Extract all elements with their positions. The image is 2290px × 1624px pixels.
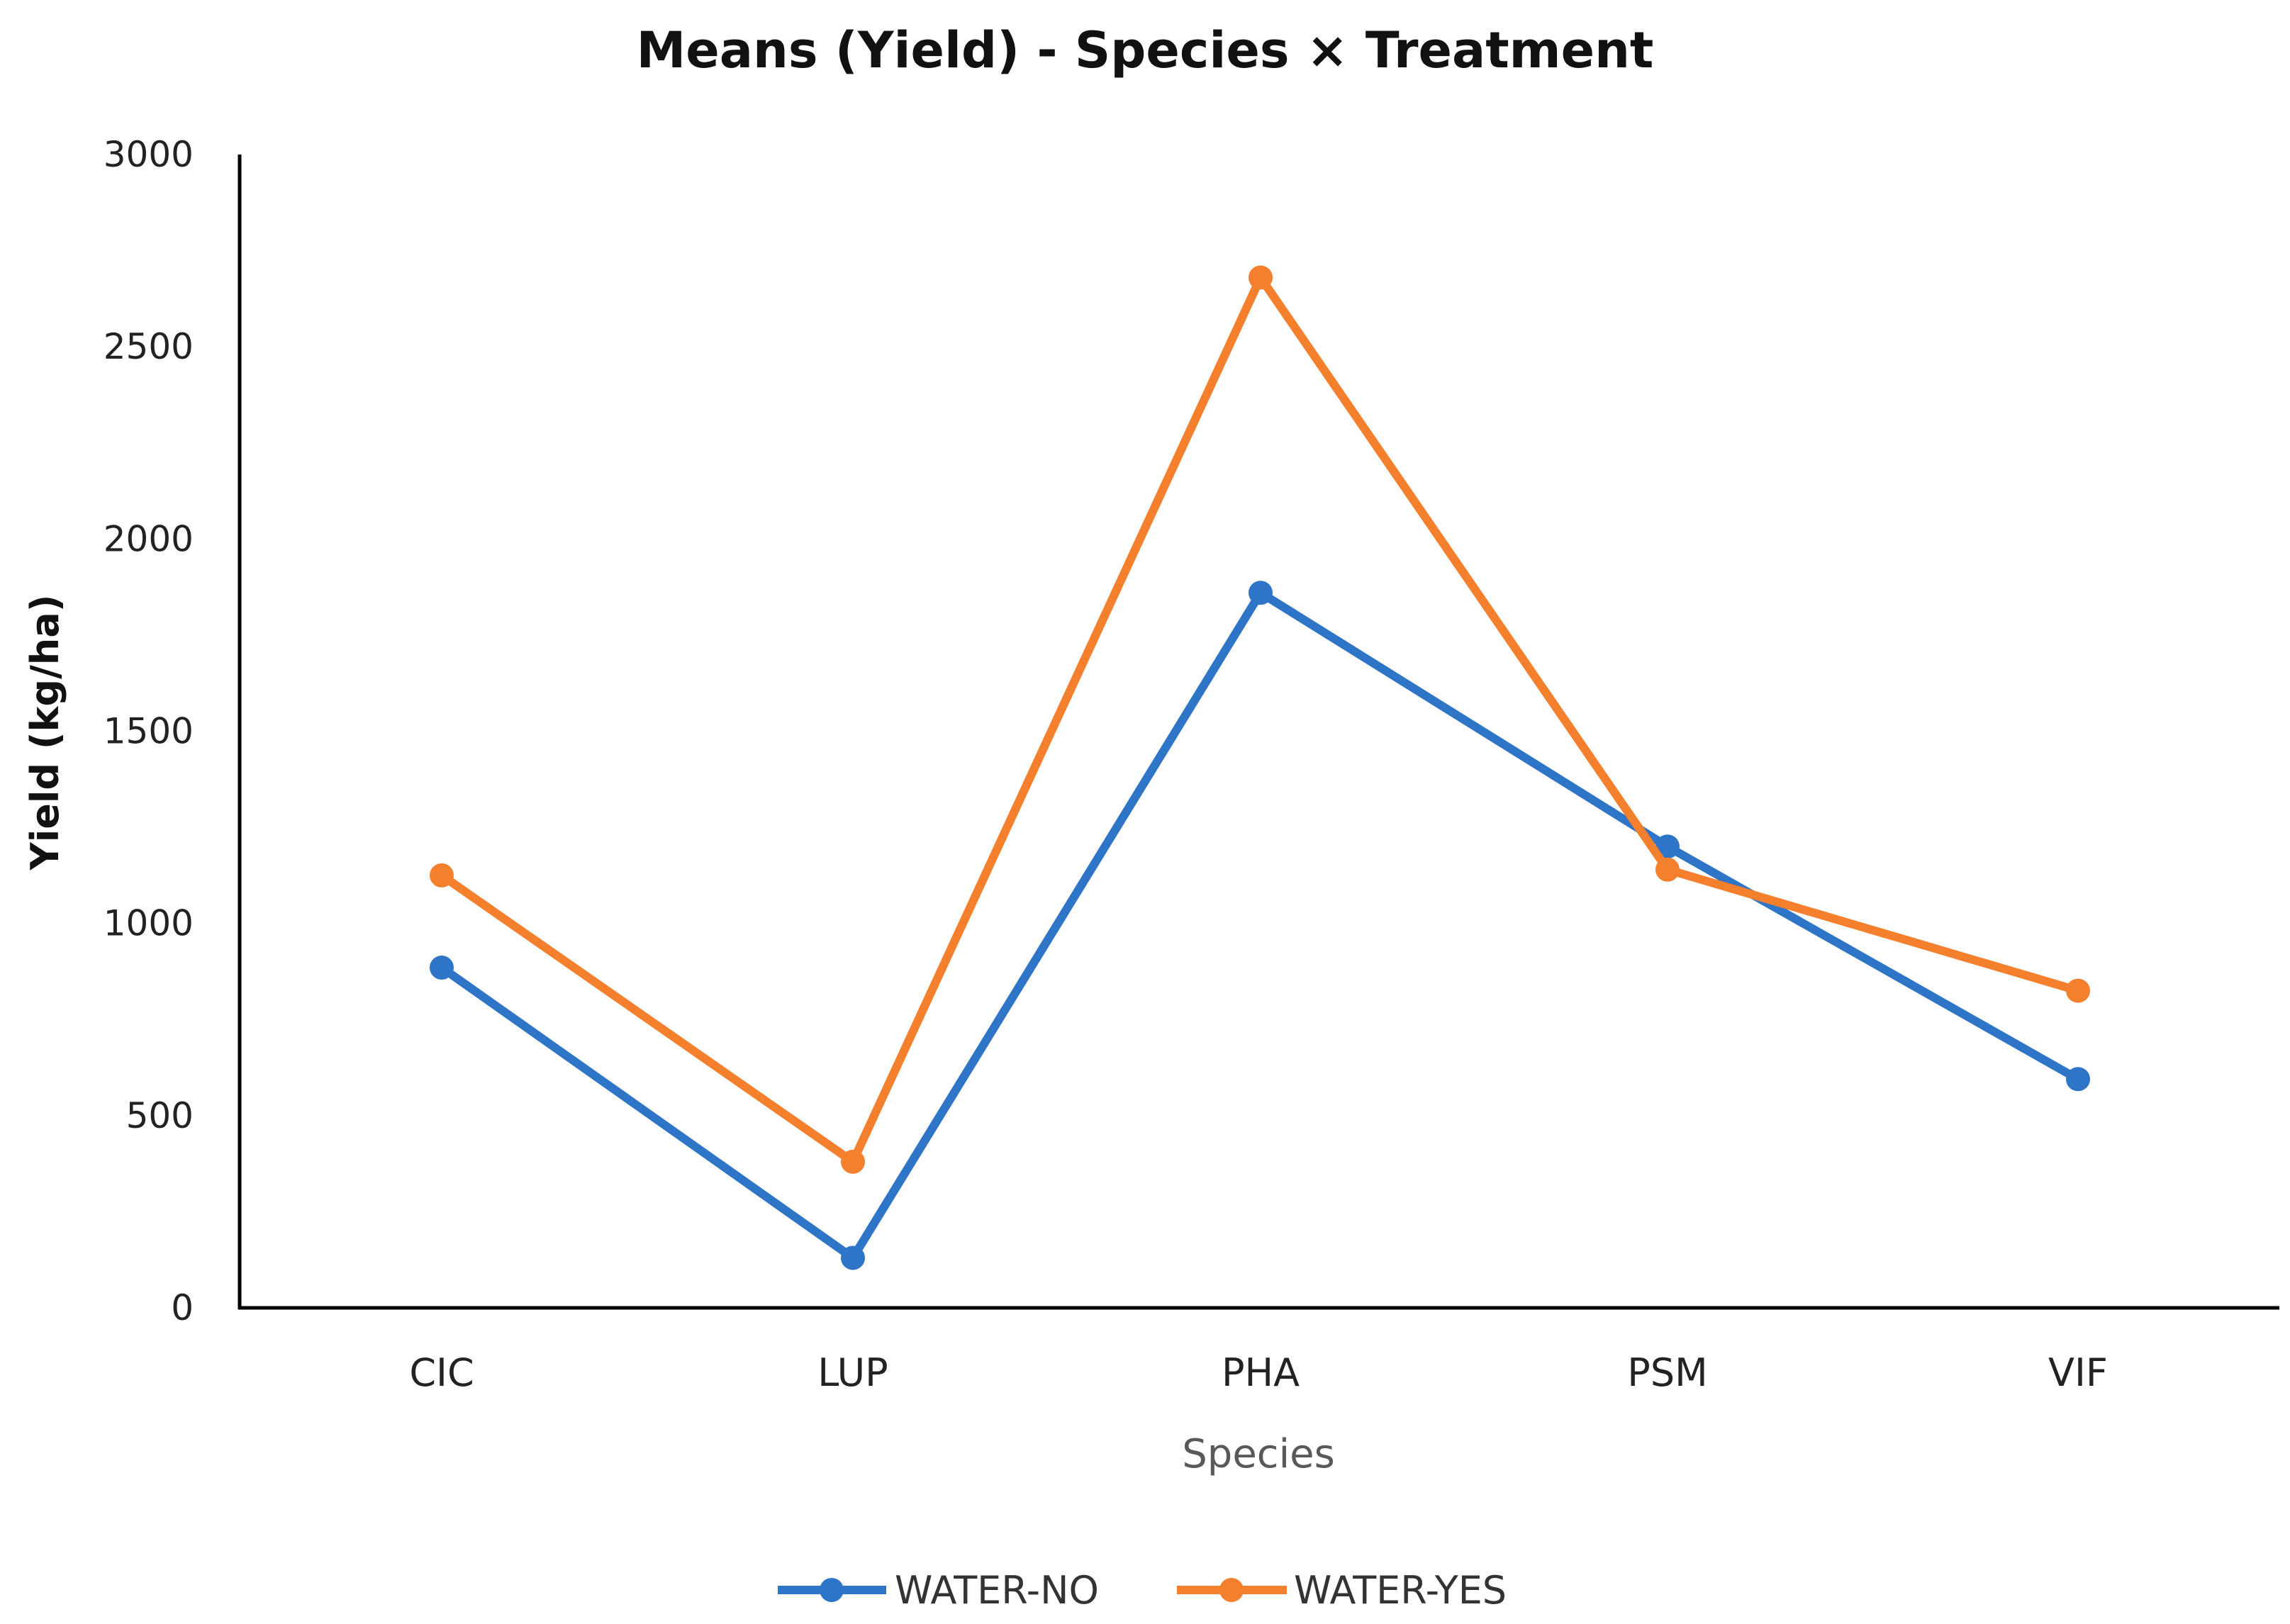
y-tick-label: 2500 — [104, 326, 194, 367]
y-tick-label: 2000 — [104, 518, 194, 559]
data-point-water-yes-cic — [430, 863, 454, 887]
series-line-water-no — [437, 588, 2082, 1262]
chart-title: Means (Yield) - Species × Treatment — [637, 21, 1654, 79]
data-point-water-yes-lup — [841, 1149, 865, 1174]
series-layer — [430, 265, 2090, 1270]
y-tick-label: 3000 — [104, 134, 194, 175]
x-tick-label-psm: PSM — [1627, 1350, 1707, 1395]
data-point-water-no-vif — [2066, 1067, 2090, 1092]
data-point-water-no-lup — [841, 1245, 865, 1270]
data-point-water-no-cic — [430, 956, 454, 980]
x-tick-label-cic: CIC — [409, 1350, 474, 1395]
y-tick-label: 1500 — [104, 711, 194, 752]
legend-marker-water-no — [820, 1578, 844, 1602]
x-axis-label: Species — [1182, 1431, 1335, 1477]
legend-label-water-no: WATER-NO — [895, 1568, 1099, 1613]
x-tick-label-lup: LUP — [817, 1350, 888, 1395]
y-tick-label: 0 — [171, 1287, 194, 1328]
y-tick-label: 1000 — [104, 903, 194, 944]
series-line-water-yes — [437, 273, 2082, 1166]
x-axis-ticks: CIC LUP PHA PSM VIF — [409, 1350, 2108, 1395]
legend-marker-water-yes — [1219, 1578, 1244, 1602]
x-tick-label-pha: PHA — [1222, 1350, 1300, 1395]
y-axis-label: Yield (kg/ha) — [23, 595, 67, 871]
y-axis-ticks: 0 500 1000 1500 2000 2500 3000 — [104, 134, 194, 1328]
x-tick-label-vif: VIF — [2048, 1350, 2108, 1395]
data-point-water-no-psm — [1655, 834, 1680, 859]
data-point-water-yes-vif — [2066, 978, 2090, 1003]
y-tick-label: 500 — [126, 1095, 194, 1136]
data-point-water-yes-pha — [1249, 265, 1273, 290]
data-point-water-no-pha — [1249, 581, 1273, 605]
data-point-water-yes-psm — [1655, 857, 1680, 882]
legend-label-water-yes: WATER-YES — [1294, 1568, 1507, 1613]
legend: WATER-NO WATER-YES — [778, 1568, 1507, 1613]
